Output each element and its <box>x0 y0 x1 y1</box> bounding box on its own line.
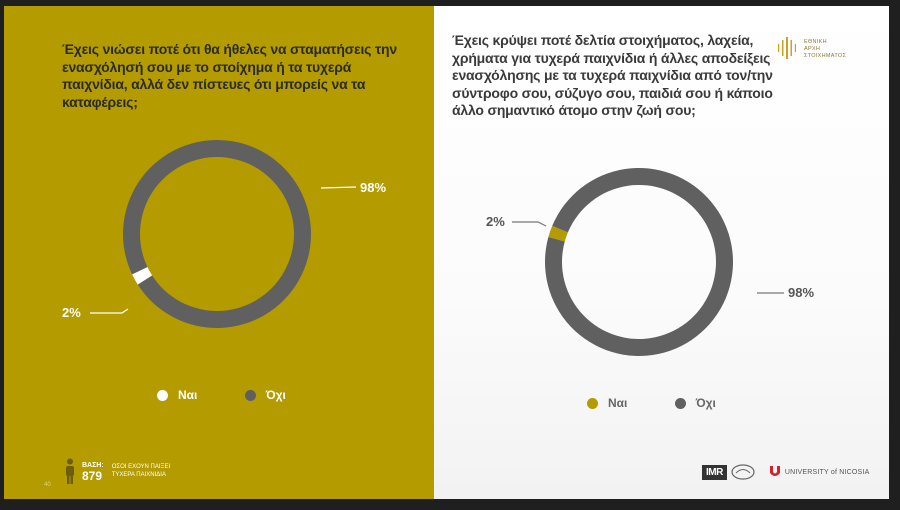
chart-1-leader-ochi <box>320 186 357 189</box>
partner-logo-icon <box>731 464 755 480</box>
chart-1-legend: Ναι Όχι <box>157 388 330 404</box>
chart-2-legend-item-nai: Ναι <box>587 396 627 410</box>
chart-2-legend-item-ochi: Όχι <box>674 396 716 410</box>
chart-2-leader-nai <box>512 221 547 227</box>
legend-dot <box>244 389 256 401</box>
university-logo-text: UNIVERSITY of NICOSIA <box>784 468 870 476</box>
chart-2-label-ochi: 98% <box>788 285 814 300</box>
authority-logo-text: ΕΘΝΙΚΗ ΑΡΧΗ ΣΤΟΙΧΗΜΑΤΟΣ <box>804 39 846 60</box>
authority-logo-icon <box>778 37 796 59</box>
left-panel: Έχεις νιώσει ποτέ ότι θα ήθελες να σταμα… <box>4 6 434 499</box>
base-value: 879 <box>82 469 103 483</box>
chart-1-legend-label-ochi: Όχι <box>265 388 286 402</box>
sample-base: ΒΑΣΗ: 879 ΟΣΟΙ ΕΧΟΥΝ ΠΑΙΞΕΙ ΤΥΧΕΡΑ ΠΑΙΧΝ… <box>64 458 170 484</box>
chart-1-slice-ochi <box>122 139 311 328</box>
survey-slide: Έχεις νιώσει ποτέ ότι θα ήθελες να σταμα… <box>4 6 889 499</box>
right-panel: Έχεις κρύψει ποτέ δελτία στοιχήματος, λα… <box>434 6 889 499</box>
chart-1-legend-label-nai: Ναι <box>178 388 198 402</box>
chart-2-legend-label-ochi: Όχι <box>695 396 716 410</box>
chart-2-donut: 2% 98% <box>486 168 814 356</box>
chart-2-legend-label-nai: Ναι <box>608 396 628 410</box>
legend-dot <box>674 397 686 409</box>
chart-1-leader-nai <box>90 308 129 314</box>
chart-1-donut: 98% 2% <box>62 139 386 328</box>
base-description-line: ΤΥΧΕΡΑ ΠΑΙΧΝΙΔΙΑ <box>111 472 166 478</box>
chart-2-title: Έχεις κρύψει ποτέ δελτία στοιχήματος, λα… <box>452 32 773 118</box>
imr-logo: IMR <box>702 464 727 480</box>
authority-logo-line: ΣΤΟΙΧΗΜΑΤΟΣ <box>804 53 847 59</box>
chart-2-label-nai: 2% <box>486 214 505 229</box>
footer-logos: IMR UNIVERSITY of NICOSIA <box>702 464 869 480</box>
base-label: ΒΑΣΗ: <box>82 462 104 469</box>
chart-1-title: Έχεις νιώσει ποτέ ότι θα ήθελες να σταμα… <box>62 41 397 110</box>
base-text: ΒΑΣΗ: 879 <box>82 460 104 482</box>
person-icon <box>66 458 74 484</box>
chart-1-label-nai: 2% <box>62 305 81 320</box>
authority-logo: ΕΘΝΙΚΗ ΑΡΧΗ ΣΤΟΙΧΗΜΑΤΟΣ <box>776 36 846 60</box>
page-number: 40 <box>44 482 51 488</box>
legend-dot <box>587 397 598 409</box>
chart-1-slice-nai <box>132 267 153 285</box>
chart-2-slice-nai <box>548 225 568 242</box>
chart-1-legend-item-nai: Ναι <box>157 388 197 402</box>
base-description: ΟΣΟΙ ΕΧΟΥΝ ΠΑΙΞΕΙ ΤΥΧΕΡΑ ΠΑΙΧΝΙΔΙΑ <box>112 463 170 479</box>
base-description-line: ΟΣΟΙ ΕΧΟΥΝ ΠΑΙΞΕΙ <box>111 464 171 470</box>
authority-logo-line: ΕΘΝΙΚΗ <box>804 39 827 45</box>
chart-1-legend-item-ochi: Όχι <box>244 388 286 402</box>
chart-2-slice-ochi <box>545 168 733 356</box>
university-logo-icon <box>769 466 780 476</box>
chart-2-legend: Ναι Όχι <box>587 396 760 412</box>
authority-logo-line: ΑΡΧΗ <box>804 46 821 52</box>
legend-dot <box>157 389 168 401</box>
chart-1-label-ochi: 98% <box>360 180 386 195</box>
